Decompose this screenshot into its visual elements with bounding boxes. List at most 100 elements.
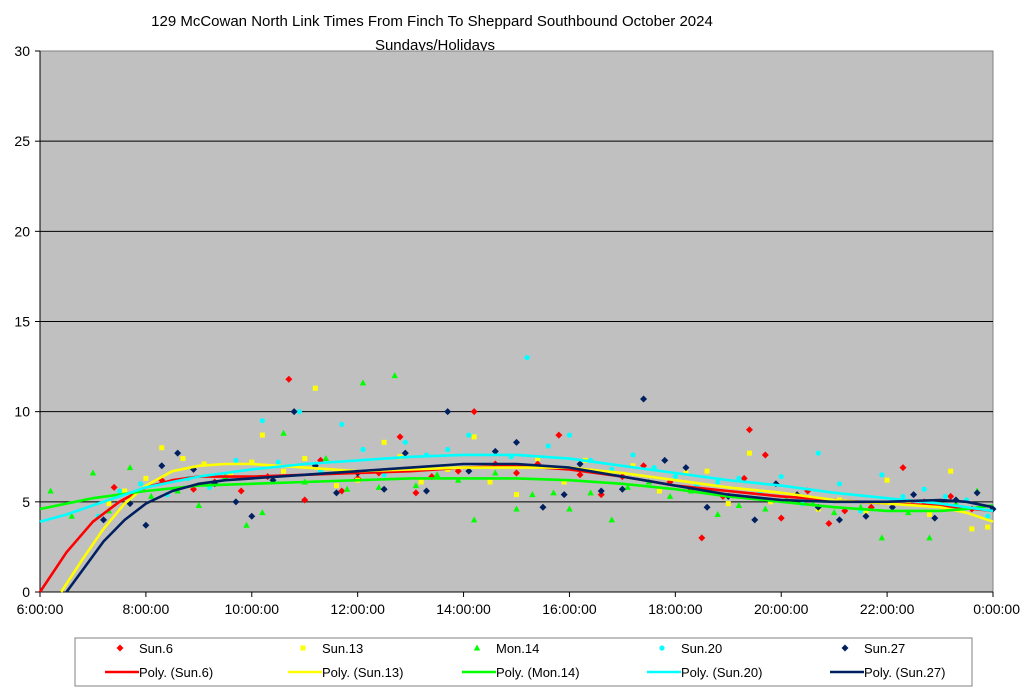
- data-point: [312, 385, 318, 391]
- data-point: [158, 462, 166, 470]
- x-tick-label: 6:00:00: [17, 601, 64, 617]
- data-point: [529, 491, 536, 498]
- data-point: [465, 467, 473, 475]
- data-point: [466, 432, 472, 438]
- data-point: [566, 432, 573, 438]
- x-tick-label: 18:00:00: [648, 601, 703, 617]
- y-tick-label: 10: [14, 404, 30, 420]
- data-point: [608, 516, 615, 523]
- data-point: [878, 534, 886, 541]
- data-point: [174, 449, 182, 457]
- data-point: [513, 438, 520, 446]
- data-point: [280, 429, 287, 436]
- data-point: [524, 354, 530, 361]
- data-point: [830, 509, 838, 516]
- data-point: [89, 469, 97, 476]
- data-point: [736, 475, 742, 481]
- data-point: [332, 489, 340, 497]
- data-point: [68, 512, 75, 519]
- data-point: [275, 459, 281, 465]
- data-point: [513, 505, 520, 512]
- legend-marker: [841, 644, 849, 652]
- data-point: [243, 521, 250, 528]
- data-point: [630, 463, 636, 469]
- data-point: [682, 464, 690, 472]
- trendline: [39, 453, 994, 523]
- data-point: [106, 501, 112, 507]
- data-point: [618, 485, 626, 493]
- data-point: [863, 508, 869, 514]
- data-point: [285, 375, 293, 383]
- data-point: [147, 492, 155, 499]
- data-point: [338, 487, 346, 495]
- data-point: [333, 483, 339, 489]
- data-point: [487, 479, 493, 485]
- data-point: [380, 485, 388, 493]
- data-point: [396, 433, 404, 441]
- data-point: [888, 503, 896, 511]
- y-axis: 0 5 10 15 20 25 30: [14, 43, 41, 600]
- data-point: [259, 418, 265, 424]
- legend-trend-label: Poly. (Sun.6): [139, 665, 213, 680]
- data-point: [381, 472, 387, 478]
- data-point: [402, 439, 408, 445]
- data-point: [566, 505, 573, 512]
- y-tick-label: 25: [14, 133, 30, 149]
- legend-items: Sun.6 Poly. (Sun.6) Sun.13 Poly. (Sun.13) Mo…: [105, 641, 945, 680]
- x-tick-label: 10:00:00: [225, 601, 280, 617]
- trendline: [65, 462, 994, 593]
- data-point: [201, 461, 207, 467]
- data-point: [931, 514, 939, 522]
- data-point: [762, 505, 769, 512]
- data-point: [704, 468, 710, 474]
- gridlines: [40, 140, 993, 503]
- legend-marker: [659, 645, 665, 651]
- legend-marker: [116, 644, 124, 652]
- data-point: [513, 469, 520, 477]
- data-point: [985, 513, 991, 519]
- data-point: [180, 456, 186, 462]
- legend-marker: [473, 644, 481, 651]
- data-point: [233, 457, 239, 463]
- trendline: [39, 477, 994, 513]
- data-point: [825, 519, 833, 527]
- data-point: [126, 464, 134, 471]
- data-point: [422, 487, 430, 495]
- y-tick-label: 15: [14, 314, 30, 330]
- data-point: [343, 485, 351, 492]
- legend-trend-label: Poly. (Sun.13): [322, 665, 403, 680]
- data-point: [969, 526, 975, 532]
- data-point: [195, 501, 203, 508]
- y-tick-label: 0: [22, 584, 30, 600]
- data-point: [630, 452, 636, 458]
- data-point: [248, 512, 256, 520]
- data-point: [555, 431, 563, 439]
- data-point: [973, 489, 981, 497]
- data-point: [947, 492, 955, 500]
- data-point: [751, 516, 759, 524]
- data-point: [597, 487, 605, 495]
- data-point: [550, 489, 557, 496]
- data-point: [535, 456, 541, 462]
- data-point: [470, 516, 478, 523]
- y-tick-label: 5: [22, 494, 30, 510]
- data-point: [884, 477, 890, 483]
- data-point: [560, 491, 568, 499]
- data-point: [703, 503, 711, 511]
- data-point: [259, 509, 266, 516]
- data-point: [100, 516, 108, 524]
- data-point: [545, 443, 551, 449]
- data-point: [910, 491, 918, 499]
- data-point: [391, 372, 398, 379]
- data-point: [445, 446, 451, 453]
- legend-trend-label: Poly. (Sun.20): [681, 665, 762, 680]
- data-point: [290, 408, 298, 416]
- data-point: [302, 456, 308, 462]
- data-point: [715, 479, 721, 485]
- legend-label: Sun.6: [139, 641, 173, 656]
- chart-title: 129 McCowan North Link Times From Finch …: [151, 13, 713, 30]
- data-point: [539, 503, 547, 511]
- data-point: [159, 445, 165, 451]
- data-point: [926, 534, 933, 541]
